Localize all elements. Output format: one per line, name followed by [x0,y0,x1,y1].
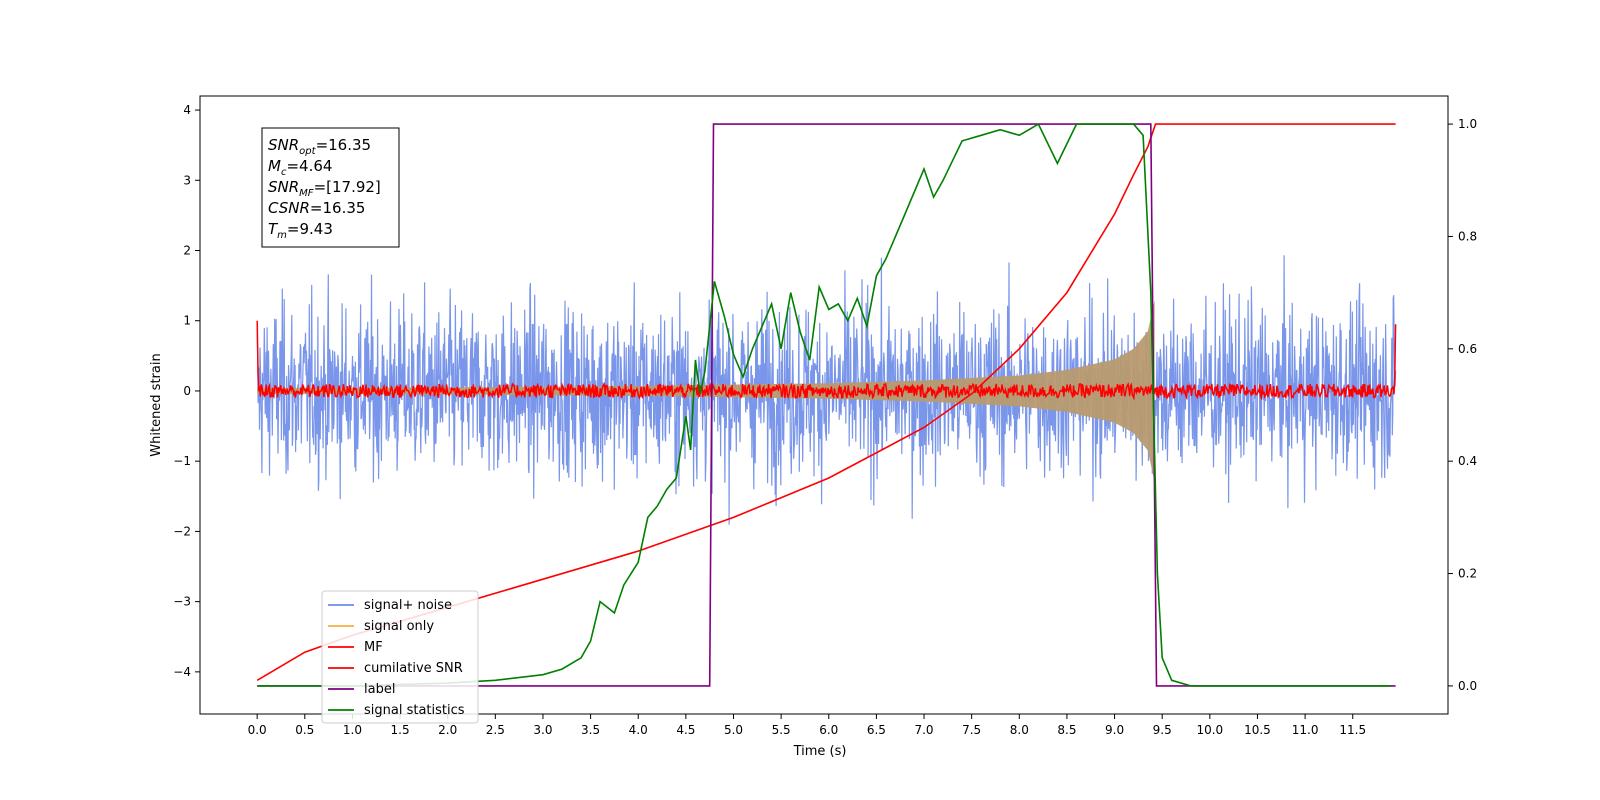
x-tick-label: 10.5 [1244,723,1271,737]
annotation-line: SNRopt=16.35 [268,136,371,157]
y2-tick-label: 0.4 [1458,454,1477,468]
x-tick-label: 2.0 [438,723,457,737]
series-line-signal-statistics [257,122,1391,687]
annotation-line: CSNR=16.35 [268,199,365,217]
annotation-frame [261,127,400,248]
x-axis-label: Time (s) [793,744,847,759]
y-tick-label: −3 [173,595,191,609]
x-tick-label: 2.5 [486,723,505,737]
y-tick-label: 2 [183,244,191,258]
x-tick-label: 4.5 [676,723,695,737]
y-tick-label: −4 [173,665,191,679]
x-tick-label: 5.5 [772,723,791,737]
x-axis: 0.0 0.5 1.0 1.5 2.0 2.5 3.0 3.5 4.0 4.5 5.0 5.5 6.0 6… [248,714,1366,737]
x-tick-label: 8.0 [1010,723,1029,737]
x-tick-label: 5.0 [724,723,743,737]
legend-entry: cumilative SNR [364,661,463,676]
x-tick-label: 0.5 [295,723,314,737]
series-line-signal-noise [256,255,1397,525]
y2-tick-label: 1.0 [1458,117,1477,131]
y-tick-label: 0 [183,384,191,398]
x-tick-label: 7.5 [962,723,981,737]
y2-tick-label: 0.0 [1458,679,1477,693]
y-tick-label: 1 [183,314,191,328]
x-tick-label: 11.5 [1339,723,1366,737]
x-tick-label: 3.5 [581,723,600,737]
x-tick-label: 6.0 [819,723,838,737]
y-axis-left: 4 3 2 1 0 −1 −2 −3 −4 [173,103,200,679]
x-tick-label: 4.0 [629,723,648,737]
y-tick-label: 3 [183,173,191,187]
legend-entry: signal only [364,619,434,634]
legend: signal+ noise signal only MF cumilative SNR… [321,590,479,724]
x-tick-label: 11.0 [1292,723,1319,737]
y2-tick-label: 0.8 [1458,229,1477,243]
x-tick-label: 7.0 [914,723,933,737]
y-axis-right: 1.0 0.8 0.6 0.4 0.2 0.0 [1448,117,1477,693]
x-tick-label: 0.0 [248,723,267,737]
legend-entry: signal statistics [364,703,465,718]
series-line-mf [256,320,1397,401]
x-tick-label: 3.0 [533,723,552,737]
legend-entry: signal+ noise [364,598,452,613]
x-tick-label: 1.0 [343,723,362,737]
annotation-line: Tm=9.43 [268,220,333,241]
y-tick-label: −1 [173,454,191,468]
y-tick-label: −2 [173,524,191,538]
legend-entry: label [364,682,395,697]
annotation-line: SNRMF=[17.92] [268,178,381,199]
x-tick-label: 6.5 [867,723,886,737]
legend-entry: MF [364,640,383,655]
x-tick-label: 1.5 [391,723,410,737]
x-tick-label: 9.0 [1105,723,1124,737]
x-tick-label: 9.5 [1153,723,1172,737]
x-tick-label: 8.5 [1057,723,1076,737]
y2-tick-label: 0.2 [1458,567,1477,581]
stats-annotation-box: SNRopt=16.35Mc=4.64SNRMF=[17.92]CSNR=16.… [261,127,400,248]
legend-frame [321,590,479,724]
y2-tick-label: 0.6 [1458,342,1477,356]
x-tick-label: 10.0 [1196,723,1223,737]
y-tick-label: 4 [183,103,191,117]
axes-frame [199,95,1449,715]
annotation-line: Mc=4.64 [268,157,332,178]
y-axis-label: Whitened strain [149,353,164,456]
